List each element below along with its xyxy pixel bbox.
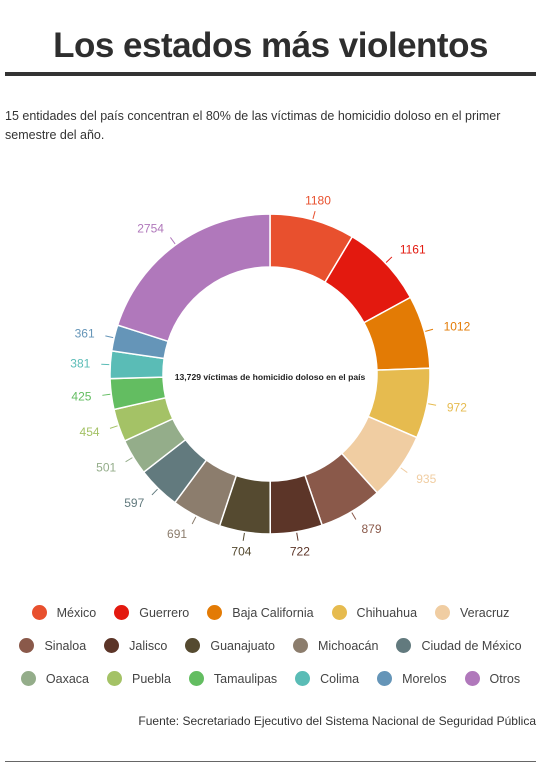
leader-line-otros (170, 237, 176, 245)
legend-row: Sinaloa Jalisco Guanajuato Michoacán Ciudad … (0, 629, 541, 662)
data-label-veracruz: 935 (416, 472, 436, 486)
legend-swatch (185, 638, 201, 653)
donut-chart: 1180 1161 1012 972 935 879 722 704 691 597 501 454 4… (70, 194, 470, 559)
data-label-guanajuato: 704 (231, 545, 251, 559)
leader-line-sinaloa (351, 512, 357, 520)
legend-label: Sinaloa (44, 638, 87, 653)
legend-swatch (207, 605, 223, 620)
leader-line-tamaulipas (102, 393, 111, 396)
leader-line-michoacan (191, 516, 197, 525)
leader-line-baja-california (425, 328, 434, 332)
legend-item-colima[interactable]: Colima (295, 671, 359, 686)
legend-swatch (106, 671, 122, 686)
legend-item-guerrero[interactable]: Guerrero (114, 605, 189, 620)
slice-otros[interactable] (116, 213, 271, 343)
legend-label: Chihuahua (356, 605, 418, 620)
legend-item-chihuahua[interactable]: Chihuahua (331, 605, 418, 620)
legend-swatch (295, 671, 311, 686)
leader-line-mexico (312, 210, 316, 219)
legend-label: Ciudad de México (421, 638, 522, 653)
legend-item-michoacan[interactable]: Michoacán (293, 638, 378, 653)
legend-label: Tamaulipas (213, 671, 278, 686)
legend-swatch (31, 605, 47, 620)
legend-swatch (464, 671, 480, 686)
legend-item-jalisco[interactable]: Jalisco (104, 638, 167, 653)
leader-line-morelos (105, 335, 114, 339)
data-labels: 1180 1161 1012 972 935 879 722 704 691 597 501 454 4… (70, 194, 470, 559)
leader-line-veracruz (400, 467, 408, 473)
legend-swatch (19, 638, 35, 653)
center-label: 13,729 víctimas de homicidio doloso en e… (175, 372, 366, 382)
data-label-tamaulipas: 425 (71, 390, 91, 404)
legend-label: Colima (320, 671, 360, 686)
legend-label: Veracruz (460, 605, 510, 620)
legend-item-morelos[interactable]: Morelos (377, 671, 447, 686)
legend-swatch (377, 671, 393, 686)
leader-line-guanajuato (242, 532, 245, 541)
legend-label: Otros (489, 671, 521, 686)
leader-line-ciudad-de-mexico (151, 488, 158, 496)
data-label-oaxaca: 501 (96, 460, 116, 474)
bottom-divider (5, 761, 536, 762)
leader-line-guerrero (385, 256, 393, 263)
legend-swatch (293, 638, 309, 653)
legend-item-guanajuato[interactable]: Guanajuato (185, 638, 275, 653)
legend-swatch (396, 638, 412, 653)
legend-swatch (435, 605, 451, 620)
data-label-chihuahua: 972 (447, 400, 467, 414)
legend-item-baja-california[interactable]: Baja California (207, 605, 314, 620)
legend-item-oaxaca[interactable]: Oaxaca (20, 671, 89, 686)
data-label-ciudad-de-mexico: 597 (124, 496, 144, 510)
legend-label: Baja California (232, 605, 314, 620)
legend-label: Oaxaca (45, 671, 89, 686)
legend-item-sinaloa[interactable]: Sinaloa (19, 638, 86, 653)
legend-row: Oaxaca Puebla Tamaulipas Colima Morelos Otros (0, 662, 541, 695)
chart-title: Los estados más violentos (53, 26, 488, 65)
legend-item-ciudad-de-mexico[interactable]: Ciudad de México (396, 638, 522, 653)
data-label-puebla: 454 (80, 425, 100, 439)
chart-subtitle: 15 entidades del país concentran el 80% … (5, 109, 501, 142)
title-divider (5, 72, 536, 76)
legend-item-otros[interactable]: Otros (464, 671, 521, 686)
leader-line-oaxaca (125, 457, 133, 463)
legend: México Guerrero Baja California Chihuahua Ve… (0, 596, 541, 695)
donut-slices (109, 213, 431, 535)
legend-swatch (104, 638, 120, 653)
data-label-morelos: 361 (75, 326, 95, 340)
data-label-guerrero: 1161 (400, 242, 426, 256)
data-label-sinaloa: 879 (361, 522, 381, 536)
legend-item-veracruz[interactable]: Veracruz (435, 605, 509, 620)
data-label-mexico: 1180 (305, 194, 331, 208)
data-label-baja-california: 1012 (444, 319, 471, 333)
leader-line-puebla (109, 425, 118, 429)
legend-label: Puebla (131, 671, 171, 686)
data-label-jalisco: 722 (290, 545, 310, 559)
legend-swatch (331, 605, 347, 620)
legend-label: Michoacán (318, 638, 379, 653)
source-note: Fuente: Secretariado Ejecutivo del Siste… (138, 714, 536, 728)
legend-item-puebla[interactable]: Puebla (106, 671, 171, 686)
legend-label: México (56, 605, 97, 620)
leader-line-jalisco (296, 532, 299, 541)
label-leaders (101, 210, 437, 541)
legend-row: México Guerrero Baja California Chihuahua Ve… (0, 596, 541, 629)
leader-line-chihuahua (428, 403, 437, 406)
data-label-colima: 381 (70, 357, 90, 371)
legend-label: Jalisco (129, 638, 168, 653)
data-label-michoacan: 691 (167, 527, 187, 541)
legend-swatch (20, 671, 36, 686)
legend-item-tamaulipas[interactable]: Tamaulipas (188, 671, 278, 686)
legend-swatch (188, 671, 204, 686)
legend-label: Guanajuato (210, 638, 276, 653)
data-label-otros: 2754 (137, 222, 164, 236)
legend-item-mexico[interactable]: México (31, 605, 97, 620)
legend-label: Morelos (402, 671, 447, 686)
legend-swatch (114, 605, 130, 620)
legend-label: Guerrero (139, 605, 190, 620)
